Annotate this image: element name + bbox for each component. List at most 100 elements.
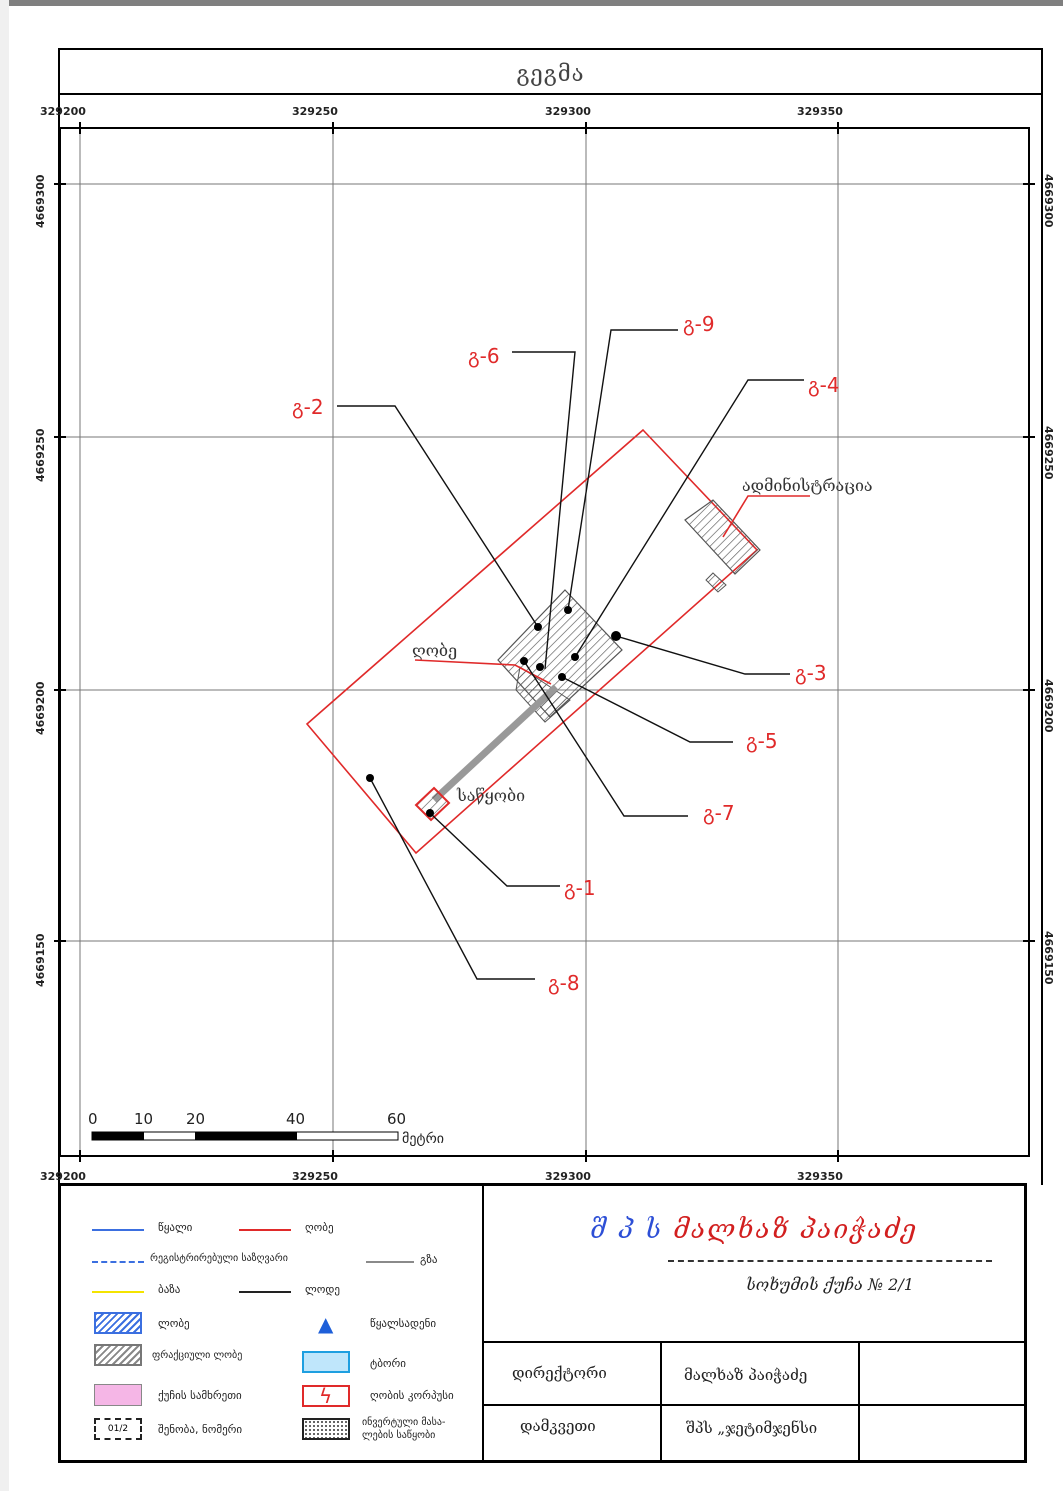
legend-dotted-swatch bbox=[302, 1418, 350, 1440]
tb-row-divider-mid bbox=[482, 1404, 1024, 1406]
leader-g5 bbox=[561, 676, 733, 743]
legend-road-label: გზა bbox=[420, 1253, 438, 1266]
legend-hatch-blue-label: ლობე bbox=[158, 1317, 190, 1330]
scale-label: 20 bbox=[186, 1110, 205, 1128]
legend-fence-line bbox=[239, 1229, 291, 1231]
legend-pond-label: ტბორი bbox=[370, 1357, 406, 1370]
legend-base-label: ბაზა bbox=[158, 1283, 181, 1296]
label-g1: გ-1 bbox=[564, 876, 596, 900]
company-address: სოხუმის ქუჩა № 2/1 bbox=[746, 1275, 914, 1294]
scale-unit: მეტრი bbox=[402, 1130, 444, 1147]
label-g9: გ-9 bbox=[683, 312, 715, 336]
legend-pink-label: ქუჩის სამხრეთი bbox=[158, 1389, 242, 1402]
warehouse-label: საწყობი bbox=[456, 786, 525, 805]
point-g7 bbox=[520, 657, 528, 665]
legend-pond-swatch bbox=[302, 1351, 350, 1373]
map-title: გეგმა bbox=[516, 62, 585, 87]
company-title: შ პ ს მალხაზ პაიჭაძე bbox=[590, 1215, 918, 1245]
legend-hatch-blue-swatch bbox=[94, 1312, 142, 1334]
legend-boundary-label: რეგისტრირებული საზღვარი bbox=[150, 1253, 288, 1264]
legend-water-label: წყალი bbox=[158, 1221, 193, 1234]
director-role: დირექტორი bbox=[512, 1364, 607, 1382]
tb-col-divider-1 bbox=[660, 1341, 662, 1460]
fence-label: ღობე bbox=[412, 641, 457, 660]
legend-lightning-label: ღობის კორპუსი bbox=[370, 1389, 454, 1402]
water-tap-icon: ▲ bbox=[318, 1312, 334, 1336]
administration-building bbox=[684, 499, 761, 575]
client-role: დამკვეთი bbox=[520, 1417, 596, 1435]
label-g6: გ-6 bbox=[468, 344, 500, 368]
point-g8 bbox=[366, 774, 374, 782]
label-g7: გ-7 bbox=[703, 801, 735, 825]
company-prefix: შ პ ს bbox=[590, 1215, 664, 1245]
point-g3 bbox=[611, 631, 621, 641]
administration-label: ადმინისტრაცია bbox=[742, 476, 873, 495]
legend-base-line bbox=[92, 1291, 144, 1293]
administration-leader bbox=[722, 495, 810, 538]
scale-bar: 0 10 20 40 60 მეტრი bbox=[88, 1110, 444, 1147]
x-tick-bottom: 329200 bbox=[40, 1170, 86, 1183]
edge-ticks bbox=[54, 122, 1035, 1162]
legend-hatch-gray-swatch bbox=[94, 1344, 142, 1366]
point-g6 bbox=[536, 663, 544, 671]
tb-col-divider-2 bbox=[858, 1341, 860, 1460]
scale-label: 60 bbox=[387, 1110, 406, 1128]
y-tick-right: 4669250 bbox=[1042, 426, 1055, 480]
scale-label: 0 bbox=[88, 1110, 98, 1128]
leader-g6 bbox=[512, 351, 576, 670]
tb-row-divider-top bbox=[482, 1341, 1024, 1343]
legend-building-swatch: 01/2 bbox=[94, 1418, 142, 1440]
x-tick-top: 329250 bbox=[292, 105, 338, 118]
fence-leader bbox=[414, 659, 552, 685]
title-box: გეგმა bbox=[58, 48, 1043, 95]
x-tick-bottom: 329350 bbox=[797, 1170, 843, 1183]
leader-g4 bbox=[574, 379, 804, 658]
label-g3: გ-3 bbox=[795, 661, 827, 685]
warehouse-building bbox=[414, 786, 451, 822]
outer-frame-right bbox=[1041, 95, 1043, 1185]
legend-fence-label: ღობე bbox=[305, 1221, 334, 1234]
legend-pink-swatch bbox=[94, 1384, 142, 1406]
x-tick-top: 329200 bbox=[40, 105, 86, 118]
legend-building-label: შენობა, ნომერი bbox=[158, 1423, 243, 1436]
legend-water-line bbox=[92, 1229, 144, 1231]
point-g9 bbox=[564, 606, 572, 614]
scale-label: 10 bbox=[134, 1110, 153, 1128]
legend bbox=[61, 1186, 484, 1460]
leader-g2 bbox=[337, 405, 539, 628]
legend-water-supply-label: წყალსადენი bbox=[370, 1317, 437, 1330]
lightning-icon: ϟ bbox=[319, 1384, 333, 1408]
label-g5: გ-5 bbox=[746, 729, 778, 753]
y-tick-left: 4669250 bbox=[34, 428, 47, 482]
legend-black-label: ლოდე bbox=[305, 1283, 340, 1296]
client-name: შპს „ჯეტიმჯენსი bbox=[686, 1419, 818, 1437]
y-tick-left: 4669300 bbox=[34, 174, 47, 228]
leader-g7 bbox=[523, 660, 688, 817]
x-tick-top: 329300 bbox=[545, 105, 591, 118]
label-g2: გ-2 bbox=[292, 395, 324, 419]
y-tick-left: 4669150 bbox=[34, 933, 47, 987]
legend-road-line bbox=[366, 1261, 414, 1263]
point-g5 bbox=[558, 673, 566, 681]
legend-dotted-label: ინვერტული მასა-ლების საწყობი bbox=[362, 1417, 446, 1441]
label-g4: გ-4 bbox=[808, 373, 840, 397]
legend-lightning-swatch: ϟ bbox=[302, 1384, 350, 1408]
window-top-border bbox=[0, 0, 1063, 6]
label-g8: გ-8 bbox=[548, 971, 580, 995]
point-g4 bbox=[571, 653, 579, 661]
x-tick-bottom: 329250 bbox=[292, 1170, 338, 1183]
leader-g8 bbox=[369, 777, 535, 980]
leader-g9 bbox=[567, 329, 678, 611]
legend-hatch-gray-label: ფრაქციული ლობე bbox=[152, 1350, 243, 1361]
x-tick-top: 329350 bbox=[797, 105, 843, 118]
y-tick-right: 4669200 bbox=[1042, 679, 1055, 733]
point-leaders bbox=[337, 329, 804, 980]
y-tick-right: 4669150 bbox=[1042, 931, 1055, 985]
access-road bbox=[431, 684, 559, 803]
y-tick-left: 4669200 bbox=[34, 681, 47, 735]
small-structure bbox=[705, 572, 727, 593]
map-frame bbox=[59, 127, 1030, 1157]
legend-boundary-line bbox=[92, 1261, 144, 1263]
leader-g3 bbox=[615, 635, 790, 675]
